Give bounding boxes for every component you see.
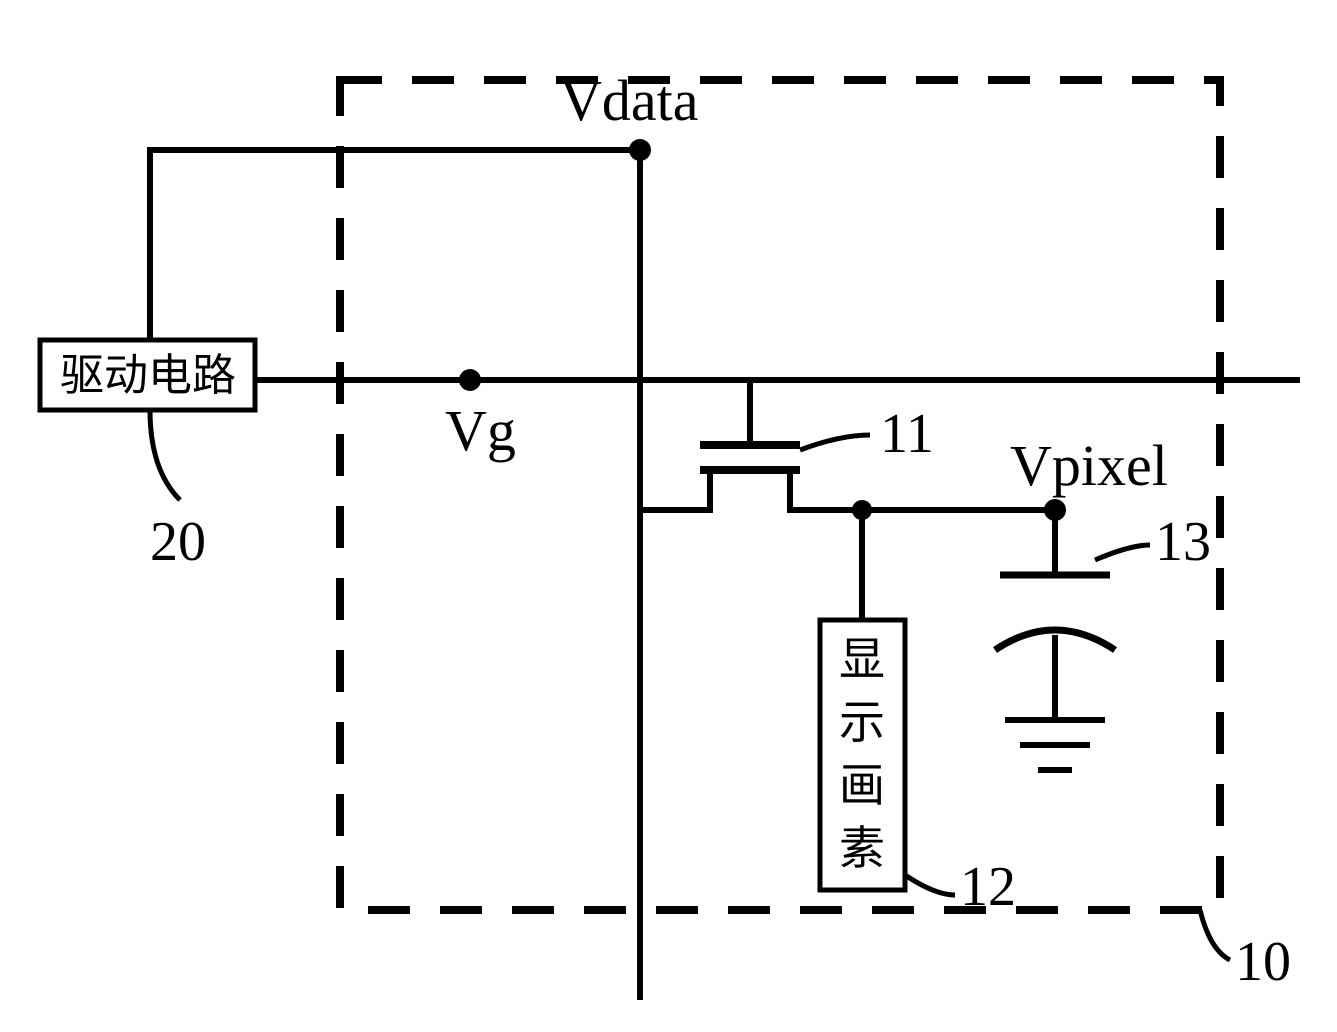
ref-11: 11 — [880, 403, 934, 465]
display-pixel-char-3: 画 — [839, 760, 885, 811]
driver-box-label: 驱动电路 — [60, 351, 236, 400]
ref-13: 13 — [1155, 511, 1211, 573]
tft-source-wire — [640, 470, 710, 510]
ref-20: 20 — [150, 511, 206, 573]
vdata-node — [629, 139, 651, 161]
vg-label: Vg — [445, 398, 516, 463]
leader-12 — [905, 875, 955, 895]
leader-10 — [1200, 910, 1230, 960]
ref-12: 12 — [960, 856, 1016, 918]
leader-20 — [150, 410, 180, 500]
display-pixel-char-4: 素 — [839, 823, 885, 874]
display-pixel-char-2: 示 — [839, 697, 885, 748]
driver-to-vdata-wire — [150, 150, 640, 340]
leader-11 — [800, 435, 870, 450]
vpixel-label: Vpixel — [1010, 433, 1168, 498]
vdata-label: Vdata — [560, 68, 699, 133]
ref-10: 10 — [1235, 931, 1291, 993]
leader-13 — [1095, 545, 1150, 560]
vg-node — [459, 369, 481, 391]
circuit-diagram: 驱动电路 20 11 显 示 画 素 12 13 10 Vdata Vg — [0, 0, 1337, 1032]
display-pixel-char-1: 显 — [839, 634, 885, 685]
